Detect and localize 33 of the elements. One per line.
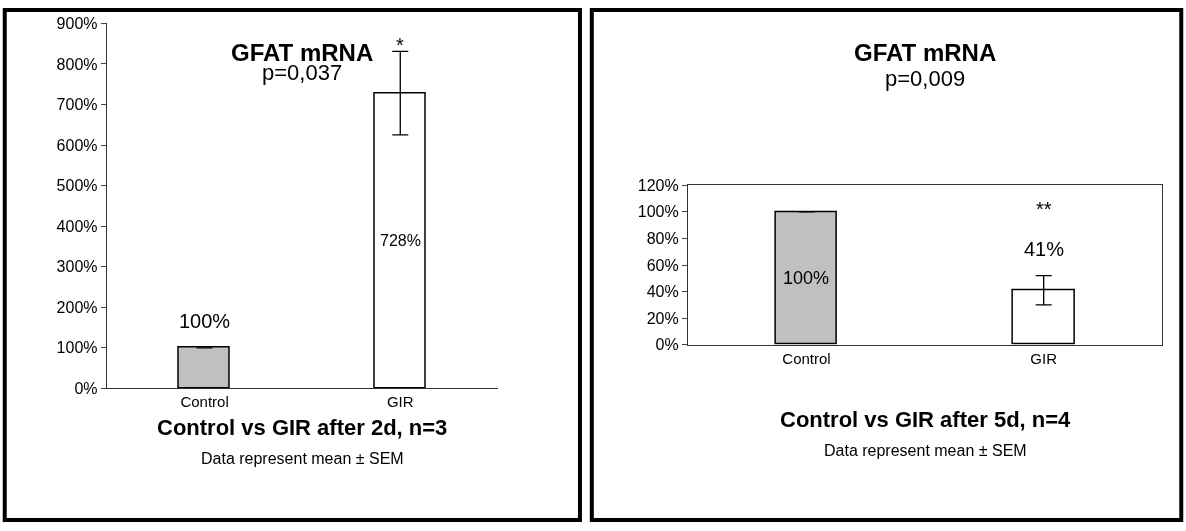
x-tick-label: Control <box>782 349 831 367</box>
x-axis-title: Control vs GIR after 5d, n=4 <box>780 407 1072 432</box>
y-tick-label: 900% <box>56 15 98 33</box>
chart-title: GFAT mRNA <box>854 39 997 66</box>
y-tick-label: 100% <box>56 339 98 357</box>
chart-subtitle: p=0,009 <box>885 66 966 91</box>
x-tick-label: GIR <box>386 393 414 411</box>
y-tick-label: 700% <box>56 96 98 114</box>
data-label: 728% <box>380 232 421 249</box>
x-axis-title: Control vs GIR after 2d, n=3 <box>157 415 448 440</box>
y-tick-label: 600% <box>56 136 98 154</box>
text: Data represent mean ± SEM <box>201 450 404 467</box>
y-tick-label: 500% <box>56 177 98 195</box>
y-tick-label: 120% <box>637 176 679 194</box>
y-tick-label: 0% <box>655 336 679 354</box>
y-tick-label: 60% <box>646 256 679 274</box>
x-tick-label: Control <box>180 393 229 411</box>
annotation: ** <box>1036 198 1052 220</box>
x-tick-label: GIR <box>1030 349 1058 367</box>
y-tick-label: 300% <box>56 258 98 276</box>
y-tick-label: 0% <box>74 379 98 397</box>
y-tick-label: 800% <box>56 55 98 73</box>
annotation: * <box>396 34 404 56</box>
data-label: 41% <box>1024 238 1065 260</box>
data-label: 100% <box>783 268 830 288</box>
y-tick-label: 400% <box>56 217 98 235</box>
data-label: 100% <box>179 310 231 332</box>
y-tick-label: 200% <box>56 298 98 316</box>
y-tick-label: 20% <box>646 309 679 327</box>
y-tick-label: 100% <box>637 203 679 221</box>
y-tick-label: 40% <box>646 283 679 301</box>
y-tick-label: 80% <box>646 230 679 248</box>
text: Data represent mean ± SEM <box>824 442 1027 459</box>
